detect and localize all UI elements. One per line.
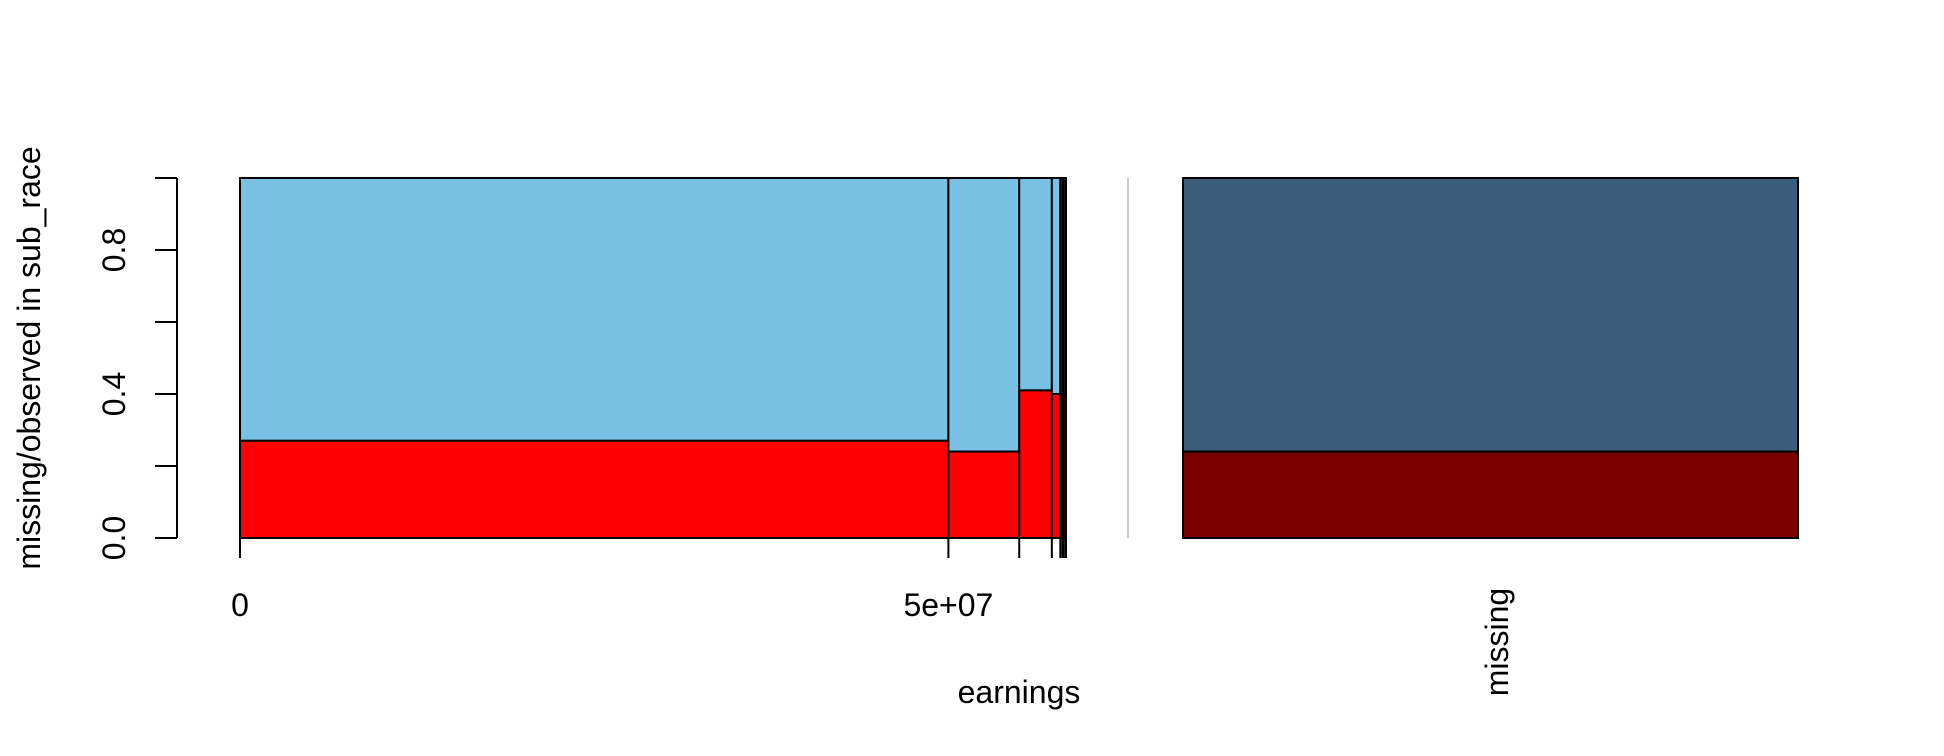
missing-panel-missing — [1182, 450, 1799, 540]
bin-observed — [1018, 177, 1053, 392]
x-axis: 0 5e+07 — [231, 538, 1067, 623]
x-axis-label: earnings — [958, 674, 1081, 710]
bin-observed — [1050, 177, 1062, 395]
bin-observed — [947, 177, 1021, 453]
bin-missing — [947, 450, 1021, 540]
bin-missing — [1050, 393, 1062, 539]
y-tick-label: 0.0 — [96, 516, 132, 560]
y-axis: 0.0 0.4 0.8 — [96, 177, 178, 560]
x-tick-label: 5e+07 — [903, 587, 993, 623]
x-tick-label: 0 — [231, 587, 249, 623]
missing-panel — [1182, 177, 1799, 540]
bin-missing — [239, 439, 950, 539]
y-tick-label: 0.8 — [96, 228, 132, 272]
y-tick-label: 0.4 — [96, 372, 132, 416]
missing-panel-observed — [1182, 177, 1799, 453]
bin-observed — [239, 177, 950, 442]
bin-observed — [1062, 177, 1067, 395]
bin-missing — [1062, 393, 1067, 539]
earnings-bins — [239, 177, 1067, 540]
y-axis-label: missing/observed in sub_race — [11, 146, 47, 569]
missing-panel-label: missing — [1479, 588, 1515, 696]
bin-missing — [1018, 389, 1053, 539]
